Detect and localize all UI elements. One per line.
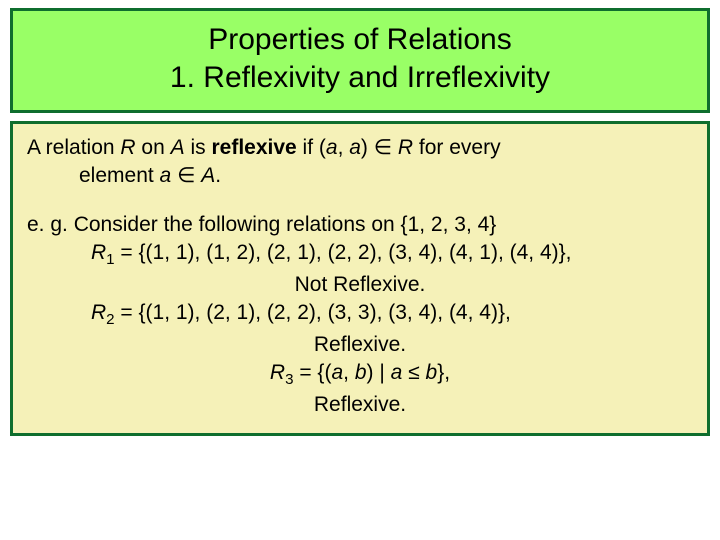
slide: Properties of Relations 1. Reflexivity a… <box>0 0 720 540</box>
r-label: R <box>91 301 106 324</box>
def-text: . <box>215 164 221 187</box>
def-text: element <box>79 164 160 187</box>
r-eq: = {(1, 1), (1, 2), (2, 1), (2, 2), (3, 4… <box>115 241 572 264</box>
def-text: ∈ <box>171 164 201 187</box>
title-line-2: 1. Reflexivity and Irreflexivity <box>33 59 687 97</box>
title-line-1: Properties of Relations <box>33 21 687 59</box>
title-box: Properties of Relations 1. Reflexivity a… <box>10 8 710 113</box>
r3-b: b <box>355 361 367 384</box>
r-eq: , <box>343 361 355 384</box>
example-r3-result: Reflexive. <box>27 391 693 419</box>
definition-line-1: A relation R on A is reflexive if (a, a)… <box>27 134 693 162</box>
r-label: R <box>91 241 106 264</box>
def-text: for every <box>413 136 501 159</box>
r3-b: b <box>426 361 438 384</box>
example-r2-result: Reflexive. <box>27 331 693 359</box>
example-block: e. g. Consider the following relations o… <box>27 211 693 419</box>
def-a: a <box>160 164 172 187</box>
example-r1: R1 = {(1, 1), (1, 2), (2, 1), (2, 2), (3… <box>27 239 693 271</box>
example-r1-result: Not Reflexive. <box>27 271 693 299</box>
example-r3: R3 = {(a, b) | a ≤ b}, <box>27 359 693 391</box>
definition-line-2: element a ∈ A. <box>27 162 693 190</box>
def-text: is <box>185 136 212 159</box>
r-label: R <box>270 361 285 384</box>
def-reflexive: reflexive <box>211 136 296 159</box>
example-intro: e. g. Consider the following relations o… <box>27 211 693 239</box>
r-eq: = {(1, 1), (2, 1), (2, 2), (3, 3), (3, 4… <box>115 301 511 324</box>
def-a: a <box>326 136 338 159</box>
def-text: if ( <box>297 136 326 159</box>
def-text: , <box>338 136 350 159</box>
def-text: on <box>136 136 171 159</box>
r3-a: a <box>331 361 343 384</box>
r-sub: 1 <box>106 251 114 268</box>
r3-a: a <box>391 361 403 384</box>
def-a: a <box>349 136 361 159</box>
r-sub: 3 <box>285 371 293 388</box>
r-sub: 2 <box>106 311 114 328</box>
def-text: A relation <box>27 136 120 159</box>
body-box: A relation R on A is reflexive if (a, a)… <box>10 121 710 436</box>
r-eq: = {( <box>294 361 332 384</box>
def-R: R <box>398 136 413 159</box>
def-R: R <box>120 136 135 159</box>
r-eq: ≤ <box>402 361 425 384</box>
def-A: A <box>171 136 185 159</box>
example-r2: R2 = {(1, 1), (2, 1), (2, 2), (3, 3), (3… <box>27 299 693 331</box>
r-eq: }, <box>437 361 450 384</box>
def-text: ) ∈ <box>361 136 398 159</box>
def-A: A <box>201 164 215 187</box>
definition-block: A relation R on A is reflexive if (a, a)… <box>27 134 693 191</box>
r-eq: ) | <box>367 361 391 384</box>
